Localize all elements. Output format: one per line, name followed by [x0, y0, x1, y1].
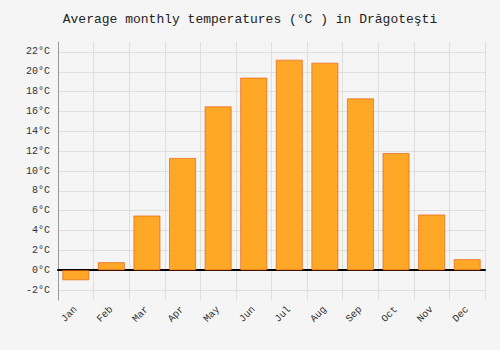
svg-text:Nov: Nov — [415, 304, 435, 324]
svg-text:10°C: 10°C — [26, 166, 50, 177]
svg-text:22°C: 22°C — [26, 46, 50, 57]
svg-text:-2°C: -2°C — [26, 285, 50, 296]
svg-text:14°C: 14°C — [26, 126, 50, 137]
svg-text:18°C: 18°C — [26, 86, 50, 97]
svg-text:12°C: 12°C — [26, 146, 50, 157]
svg-text:Dec: Dec — [451, 304, 471, 324]
svg-text:4°C: 4°C — [32, 225, 50, 236]
svg-text:20°C: 20°C — [26, 66, 50, 77]
svg-text:May: May — [202, 304, 222, 324]
svg-text:Jul: Jul — [273, 304, 293, 324]
svg-text:Aug: Aug — [308, 304, 328, 324]
svg-text:Sep: Sep — [344, 304, 364, 324]
svg-text:2°C: 2°C — [32, 245, 50, 256]
svg-text:Feb: Feb — [95, 304, 115, 324]
svg-text:Apr: Apr — [166, 304, 186, 324]
svg-text:0°C: 0°C — [32, 265, 50, 276]
svg-text:6°C: 6°C — [32, 205, 50, 216]
svg-text:Oct: Oct — [379, 304, 399, 324]
svg-text:Jun: Jun — [237, 304, 257, 324]
svg-text:Jan: Jan — [59, 304, 79, 324]
svg-text:Mar: Mar — [130, 304, 150, 324]
svg-text:16°C: 16°C — [26, 106, 50, 117]
svg-text:8°C: 8°C — [32, 185, 50, 196]
svg-text:Average monthly temperatures (: Average monthly temperatures (°C ) in Dr… — [63, 12, 438, 27]
